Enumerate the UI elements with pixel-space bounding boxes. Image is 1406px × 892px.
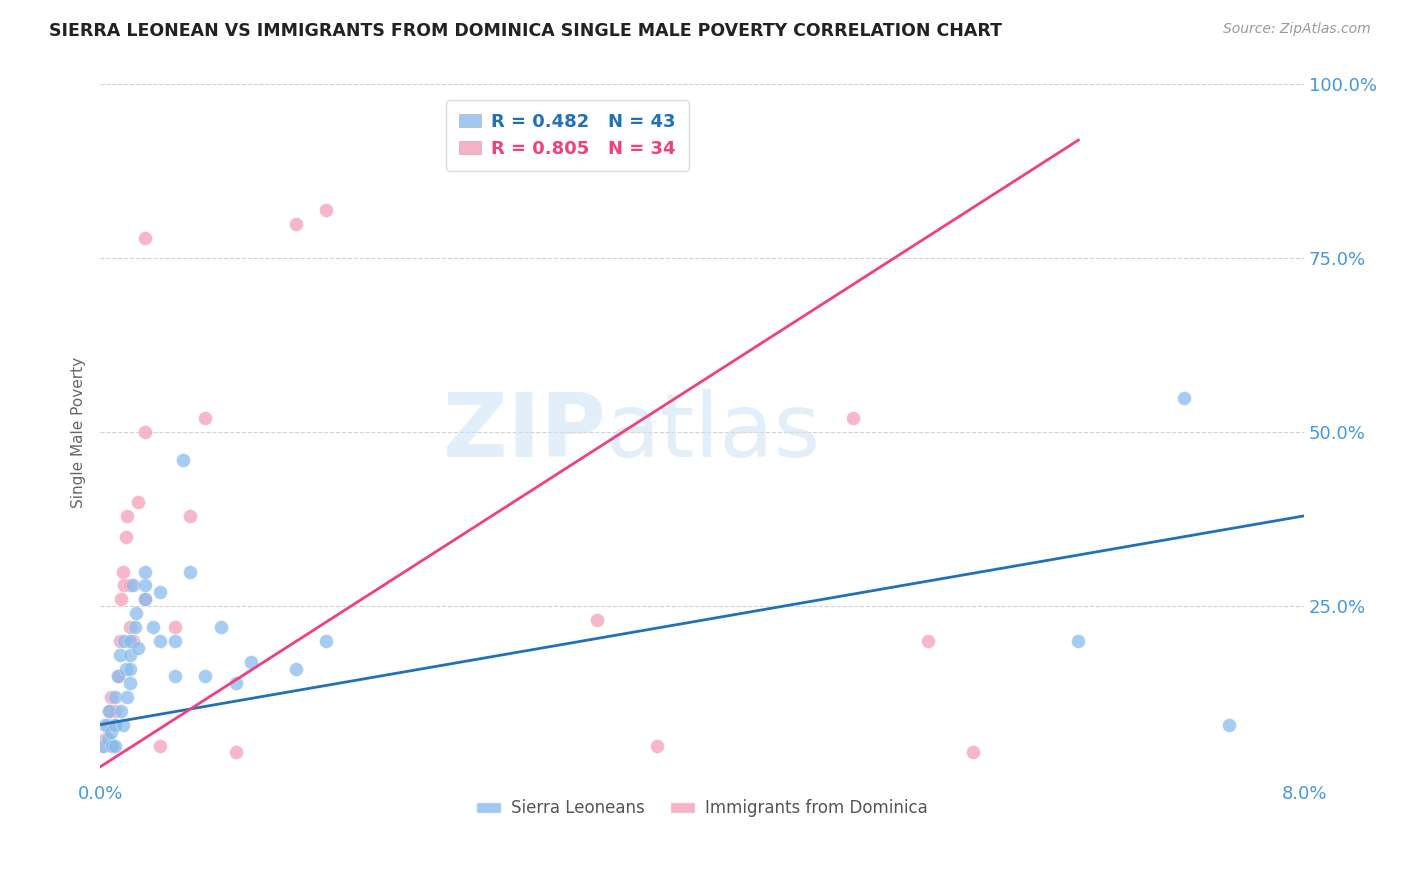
Point <box>107 669 129 683</box>
Point <box>165 634 187 648</box>
Point <box>917 634 939 648</box>
Point <box>1218 717 1240 731</box>
Point <box>127 495 149 509</box>
Point <box>165 669 187 683</box>
Point <box>127 641 149 656</box>
Point <box>841 411 863 425</box>
Point <box>108 634 131 648</box>
Point <box>100 724 122 739</box>
Text: SIERRA LEONEAN VS IMMIGRANTS FROM DOMINICA SINGLE MALE POVERTY CORRELATION CHART: SIERRA LEONEAN VS IMMIGRANTS FROM DOMINI… <box>49 22 1002 40</box>
Point <box>134 230 156 244</box>
Point <box>104 717 127 731</box>
Point <box>315 634 337 648</box>
Point <box>142 620 165 634</box>
Point <box>100 690 122 704</box>
Point <box>134 592 156 607</box>
Point <box>284 662 307 676</box>
Point <box>134 592 156 607</box>
Point <box>115 508 138 523</box>
Point <box>1173 391 1195 405</box>
Y-axis label: Single Male Poverty: Single Male Poverty <box>72 357 86 508</box>
Point <box>209 620 232 634</box>
Point <box>120 620 142 634</box>
Point <box>97 717 120 731</box>
Point <box>98 704 121 718</box>
Point <box>104 690 127 704</box>
Point <box>122 578 145 592</box>
Point <box>101 739 124 753</box>
Point <box>122 634 145 648</box>
Point <box>120 662 142 676</box>
Point <box>93 717 115 731</box>
Point <box>108 648 131 662</box>
Point <box>120 578 142 592</box>
Point <box>194 669 217 683</box>
Point <box>284 217 307 231</box>
Text: atlas: atlas <box>606 389 821 475</box>
Point <box>93 731 115 746</box>
Point <box>91 739 114 753</box>
Point <box>104 704 127 718</box>
Point <box>111 565 134 579</box>
Point <box>315 202 337 217</box>
Point <box>172 453 194 467</box>
Point <box>101 739 124 753</box>
Legend: Sierra Leoneans, Immigrants from Dominica: Sierra Leoneans, Immigrants from Dominic… <box>470 793 935 824</box>
Point <box>120 648 142 662</box>
Point <box>112 634 135 648</box>
Point <box>179 508 201 523</box>
Point <box>104 739 127 753</box>
Point <box>110 592 132 607</box>
Text: ZIP: ZIP <box>443 389 606 475</box>
Point <box>962 746 984 760</box>
Point <box>149 585 172 599</box>
Point <box>120 676 142 690</box>
Point <box>585 613 607 627</box>
Point <box>239 655 262 669</box>
Point <box>134 578 156 592</box>
Point <box>645 739 668 753</box>
Point <box>225 746 247 760</box>
Point <box>1067 634 1090 648</box>
Point <box>107 669 129 683</box>
Point <box>124 620 146 634</box>
Point <box>91 739 114 753</box>
Point <box>114 662 136 676</box>
Point <box>114 530 136 544</box>
Point <box>179 565 201 579</box>
Point <box>110 704 132 718</box>
Point <box>149 634 172 648</box>
Point <box>134 565 156 579</box>
Point <box>111 717 134 731</box>
Point <box>194 411 217 425</box>
Point <box>165 620 187 634</box>
Point <box>104 717 127 731</box>
Point <box>98 704 121 718</box>
Point <box>112 578 135 592</box>
Point <box>120 634 142 648</box>
Point <box>115 690 138 704</box>
Point <box>134 425 156 440</box>
Point <box>97 731 120 746</box>
Point <box>125 607 148 621</box>
Point <box>225 676 247 690</box>
Point <box>149 739 172 753</box>
Text: Source: ZipAtlas.com: Source: ZipAtlas.com <box>1223 22 1371 37</box>
